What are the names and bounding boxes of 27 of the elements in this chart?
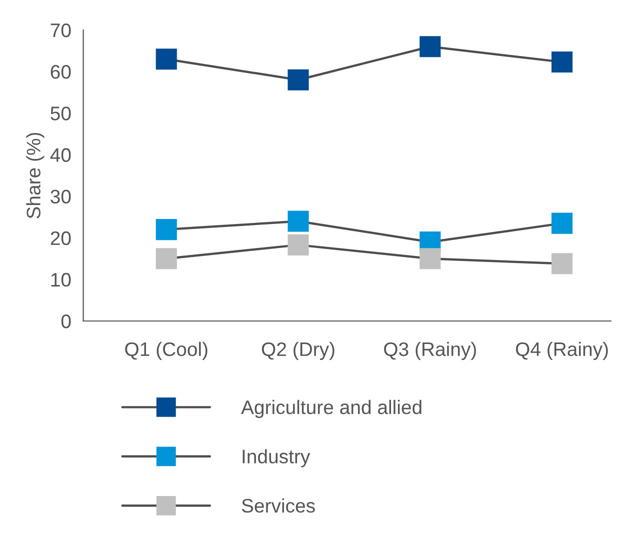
y-tick-label: 50 — [50, 106, 71, 120]
x-tick-label: Q2 (Dry) — [262, 342, 334, 360]
x-tick-label: Q1 (Cool) — [125, 342, 208, 360]
point — [288, 69, 309, 90]
point — [156, 219, 177, 240]
point — [288, 210, 309, 232]
y-tick-label: 10 — [51, 272, 71, 287]
point — [288, 234, 309, 256]
point — [420, 248, 441, 270]
x-tick-label: Q4 (Rainy) — [516, 342, 608, 360]
y-tick-label: 0 — [61, 314, 71, 328]
legend-label: Agriculture and allied — [241, 400, 422, 418]
y-tick-label: 40 — [50, 148, 71, 162]
y-axis-title: Share (%) — [26, 132, 44, 218]
point — [156, 48, 177, 70]
y-tick-label: 30 — [50, 190, 71, 204]
legend-label: Services — [242, 498, 315, 513]
x-tick-label: Q3 (Rainy) — [384, 342, 476, 360]
point — [552, 253, 573, 274]
point — [552, 51, 573, 73]
point — [420, 36, 441, 58]
point — [552, 212, 573, 234]
y-tick-label: 70 — [50, 23, 71, 38]
point — [156, 248, 177, 270]
y-tick-label: 60 — [50, 65, 71, 79]
y-tick-label: 20 — [50, 231, 71, 246]
legend-label: Industry — [242, 449, 310, 468]
